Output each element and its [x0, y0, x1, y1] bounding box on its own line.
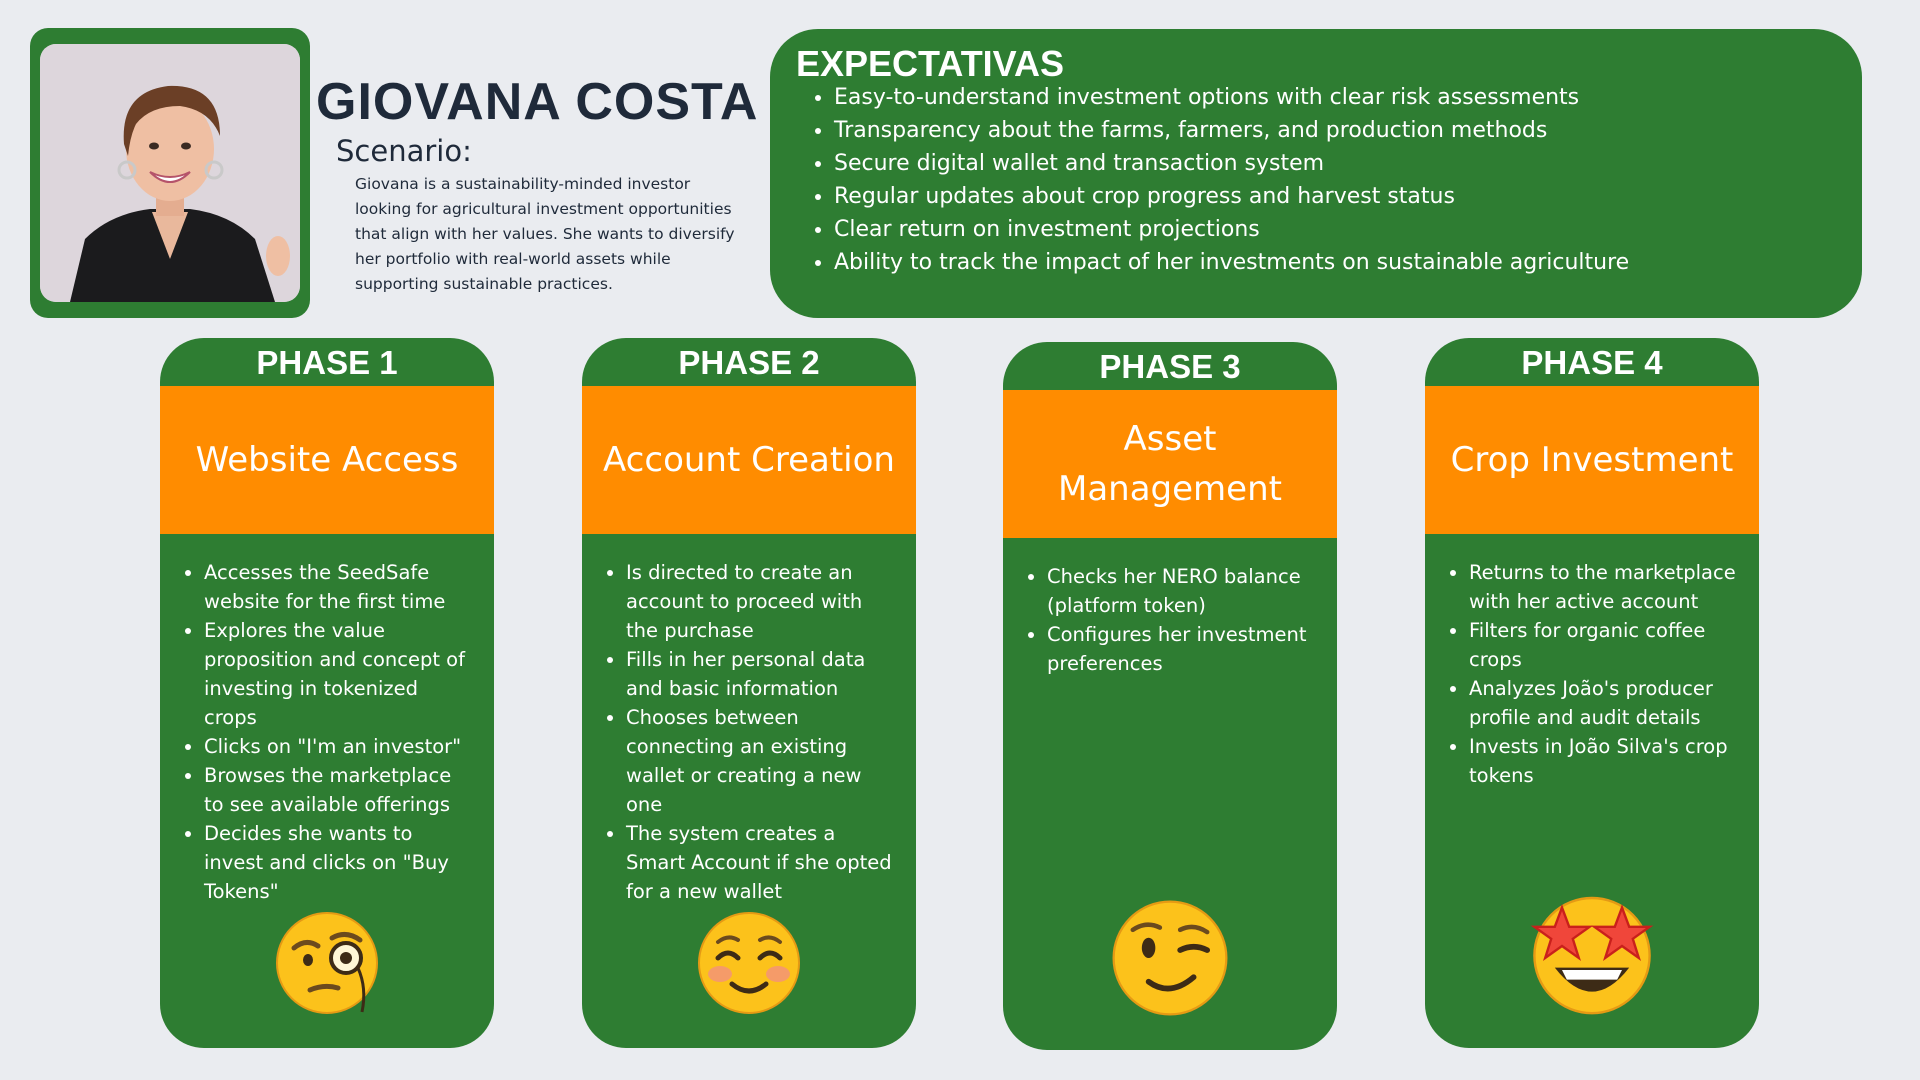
phase-step: Is directed to create an account to proc…	[626, 558, 896, 645]
expectation-item: Clear return on investment projections	[834, 213, 1629, 246]
expectations-list: Easy-to-understand investment options wi…	[808, 81, 1629, 279]
persona-photo-frame	[30, 28, 310, 318]
phase-heading: Website Access	[160, 386, 494, 534]
scenario-label: Scenario:	[336, 134, 472, 168]
phase-step: Chooses between connecting an existing w…	[626, 703, 896, 819]
phase-step: Checks her NERO balance (platform token)	[1047, 562, 1317, 620]
phase-step: The system creates a Smart Account if sh…	[626, 819, 896, 906]
phase-step: Browses the marketplace to see available…	[204, 761, 474, 819]
phase-step: Returns to the marketplace with her acti…	[1469, 558, 1739, 616]
expectations-title: EXPECTATIVAS	[796, 43, 1065, 84]
winking-face-icon	[1112, 900, 1228, 1016]
phase-card-1: PHASE 1 Website Access Accesses the Seed…	[160, 338, 494, 1048]
phase-step: Fills in her personal data and basic inf…	[626, 645, 896, 703]
phase-step: Explores the value proposition and conce…	[204, 616, 474, 732]
expectation-item: Transparency about the farms, farmers, a…	[834, 114, 1629, 147]
smiling-face-icon	[698, 912, 800, 1014]
phase-steps-list: Is directed to create an account to proc…	[582, 558, 916, 906]
persona-name: GIOVANA COSTA	[316, 73, 759, 131]
phase-title: PHASE 4	[1521, 344, 1663, 381]
phase-steps-list: Returns to the marketplace with her acti…	[1425, 558, 1759, 790]
expectation-item: Easy-to-understand investment options wi…	[834, 81, 1629, 114]
persona-photo	[40, 44, 300, 302]
expectation-item: Secure digital wallet and transaction sy…	[834, 147, 1629, 180]
phase-step: Clicks on "I'm an investor"	[204, 732, 474, 761]
phase-card-3: PHASE 3 Asset Management Checks her NERO…	[1003, 342, 1337, 1050]
phase-card-4: PHASE 4 Crop Investment Returns to the m…	[1425, 338, 1759, 1048]
expectation-item: Regular updates about crop progress and …	[834, 180, 1629, 213]
phase-heading: Crop Investment	[1425, 386, 1759, 534]
phase-card-2: PHASE 2 Account Creation Is directed to …	[582, 338, 916, 1048]
persona-portrait-image	[40, 44, 300, 302]
phase-step: Decides she wants to invest and clicks o…	[204, 819, 474, 906]
phase-title: PHASE 2	[678, 344, 820, 381]
phase-step: Filters for organic coffee crops	[1469, 616, 1739, 674]
phase-step: Analyzes João's producer profile and aud…	[1469, 674, 1739, 732]
phase-steps-list: Checks her NERO balance (platform token)…	[1003, 562, 1337, 678]
phase-title: PHASE 3	[1099, 348, 1241, 385]
phase-heading: Asset Management	[1003, 390, 1337, 538]
phase-step: Accesses the SeedSafe website for the fi…	[204, 558, 474, 616]
phase-step: Configures her investment preferences	[1047, 620, 1317, 678]
phase-title: PHASE 1	[256, 344, 398, 381]
face-with-monocle-icon	[276, 912, 378, 1014]
phase-steps-list: Accesses the SeedSafe website for the fi…	[160, 558, 494, 906]
expectation-item: Ability to track the impact of her inves…	[834, 246, 1629, 279]
star-struck-icon	[1530, 896, 1654, 1015]
expectations-panel: EXPECTATIVAS Easy-to-understand investme…	[770, 29, 1862, 318]
phase-heading: Account Creation	[582, 386, 916, 534]
phase-step: Invests in João Silva's crop tokens	[1469, 732, 1739, 790]
scenario-text: Giovana is a sustainability-minded inves…	[355, 175, 735, 293]
